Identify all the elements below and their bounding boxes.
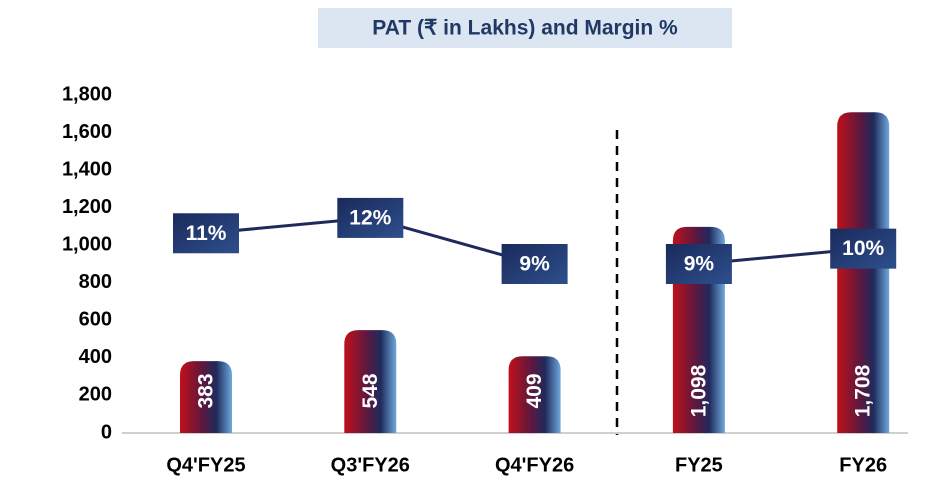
margin-box bbox=[337, 197, 404, 238]
bar bbox=[344, 330, 397, 433]
y-tick-label: 1,800 bbox=[62, 83, 112, 105]
value-label: 11% bbox=[186, 222, 227, 245]
x-tick-label: FY25 bbox=[675, 454, 723, 476]
value-label: 548 bbox=[359, 373, 382, 408]
bar bbox=[180, 361, 232, 433]
x-tick-label: FY26 bbox=[839, 454, 887, 476]
x-tick-label: Q4'FY25 bbox=[166, 454, 245, 476]
margin-box bbox=[665, 244, 732, 284]
y-tick-label: 600 bbox=[79, 309, 112, 331]
value-label: 9% bbox=[519, 253, 550, 276]
y-tick-label: 400 bbox=[79, 346, 112, 368]
y-tick-label: 1,000 bbox=[62, 234, 112, 256]
margin-box bbox=[173, 213, 239, 254]
x-tick-label: Q4'FY26 bbox=[495, 454, 574, 476]
margin-box bbox=[501, 244, 568, 284]
bar bbox=[837, 112, 890, 433]
y-tick-label: 800 bbox=[79, 271, 112, 293]
x-tick-label: Q3'FY26 bbox=[331, 454, 410, 476]
value-label: 1,708 bbox=[852, 364, 875, 417]
y-tick-label: 1,400 bbox=[62, 158, 112, 180]
value-label: 9% bbox=[684, 253, 715, 276]
y-tick-label: 0 bbox=[101, 421, 112, 443]
bar bbox=[508, 356, 561, 433]
value-label: 10% bbox=[842, 237, 884, 260]
chart-title: PAT (₹ in Lakhs) and Margin % bbox=[372, 17, 678, 40]
y-tick-label: 1,200 bbox=[62, 196, 112, 218]
y-tick-label: 200 bbox=[79, 384, 112, 406]
value-label: 409 bbox=[523, 373, 546, 408]
title-box bbox=[318, 8, 732, 48]
y-tick-label: 1,600 bbox=[62, 121, 112, 143]
margin-box bbox=[830, 228, 897, 269]
value-label: 383 bbox=[195, 373, 218, 408]
value-label: 1,098 bbox=[687, 364, 710, 417]
value-label: 12% bbox=[349, 206, 391, 229]
